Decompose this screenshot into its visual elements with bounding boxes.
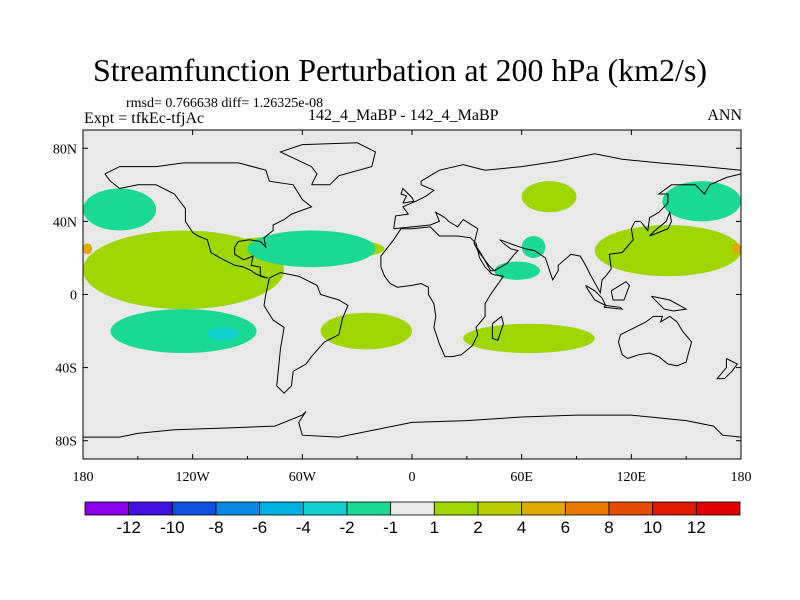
- colorbar-swatch: [302, 501, 348, 516]
- colorbar-label: 10: [643, 518, 662, 537]
- colorbar-label: -1: [383, 518, 398, 537]
- x-tick-label: 0: [409, 470, 416, 485]
- contour-region-4: [110, 309, 257, 353]
- y-tick-label: 0: [70, 289, 77, 304]
- colorbar-swatch: [84, 501, 130, 516]
- colorbar-label: -4: [296, 518, 311, 537]
- colorbar-label: -12: [116, 518, 141, 537]
- x-tick-label: 180: [73, 470, 94, 485]
- colorbar-swatch: [259, 501, 304, 516]
- coastline-0: [104, 162, 313, 279]
- coastline-13: [651, 295, 688, 312]
- colorbar-label: 2: [473, 518, 482, 537]
- contour-region-10: [521, 236, 546, 258]
- coastline-4: [393, 173, 741, 295]
- contour-region-12: [594, 225, 741, 277]
- colorbar-swatch: [128, 501, 173, 516]
- colorbar-label: -8: [208, 518, 223, 537]
- colorbar-label: 6: [561, 518, 570, 537]
- plot-area: [83, 142, 741, 438]
- coastline-14: [716, 358, 739, 380]
- contour-region-9: [494, 261, 540, 280]
- x-tick-label: 180: [731, 470, 752, 485]
- y-tick-label: 80N: [53, 142, 77, 157]
- y-tick-label: 80S: [55, 435, 77, 450]
- contour-region-0: [83, 188, 157, 231]
- colorbar-swatch: [215, 501, 261, 516]
- colorbar-label: -6: [252, 518, 267, 537]
- case-label: 142_4_MaBP - 142_4_MaBP: [308, 107, 499, 124]
- colorbar-label: 12: [687, 518, 706, 537]
- colorbar-swatch: [564, 501, 610, 516]
- contour-region-3: [247, 230, 376, 268]
- experiment-label: Expt = tfkEc-tfjAc: [84, 110, 205, 127]
- coastline-1: [279, 142, 376, 186]
- colorbar-swatch: [695, 501, 741, 516]
- coastline-7: [473, 243, 495, 272]
- colorbar-swatch: [477, 501, 523, 516]
- colorbar-swatch: [171, 501, 217, 516]
- contour-region-8: [521, 181, 577, 213]
- colorbar-swatch: [390, 501, 435, 516]
- coastline-15: [400, 187, 415, 204]
- coastline-11: [603, 304, 624, 310]
- y-tick-label: 40S: [55, 362, 77, 377]
- contour-region-7: [463, 323, 595, 353]
- colorbar-swatch: [433, 501, 479, 516]
- coastline-3: [393, 153, 741, 229]
- x-tick-label: 120W: [176, 470, 211, 485]
- coastline-5: [380, 226, 505, 358]
- x-tick-label: 60E: [510, 470, 533, 485]
- chart-title: Streamfunction Perturbation at 200 hPa (…: [92, 52, 708, 88]
- colorbar-swatch: [346, 501, 392, 516]
- contour-region-14: [731, 243, 741, 255]
- colorbar: -12 -10 -8 -6 -4 -2 -1 1 2 4 6 8 10 12: [84, 501, 741, 537]
- coastline-16: [83, 411, 741, 438]
- contour-region-13: [83, 243, 93, 255]
- x-tick-label: 60W: [289, 470, 317, 485]
- season-label: ANN: [707, 107, 742, 124]
- contour-region-11: [662, 181, 741, 222]
- colorbar-swatch: [652, 501, 697, 516]
- coastline-12: [610, 281, 631, 301]
- coastline-2: [263, 272, 349, 394]
- contour-region-6: [320, 312, 412, 350]
- colorbar-label: 4: [517, 518, 526, 537]
- colorbar-label: 1: [430, 518, 439, 537]
- y-tick-label: 40N: [53, 215, 77, 230]
- coastline-8: [617, 315, 693, 367]
- coastline-9: [649, 210, 673, 237]
- colorbar-label: -2: [339, 518, 354, 537]
- x-tick-label: 120E: [617, 470, 647, 485]
- colorbar-swatch: [521, 501, 566, 516]
- colorbar-label: 8: [604, 518, 613, 537]
- contour-region-5: [207, 327, 239, 341]
- colorbar-swatch: [608, 501, 654, 516]
- colorbar-label: -10: [160, 518, 185, 537]
- coastline-6: [491, 315, 504, 341]
- coastlines: [83, 142, 741, 438]
- stats-label: rmsd= 0.766638 diff= 1.26325e-08: [126, 96, 324, 111]
